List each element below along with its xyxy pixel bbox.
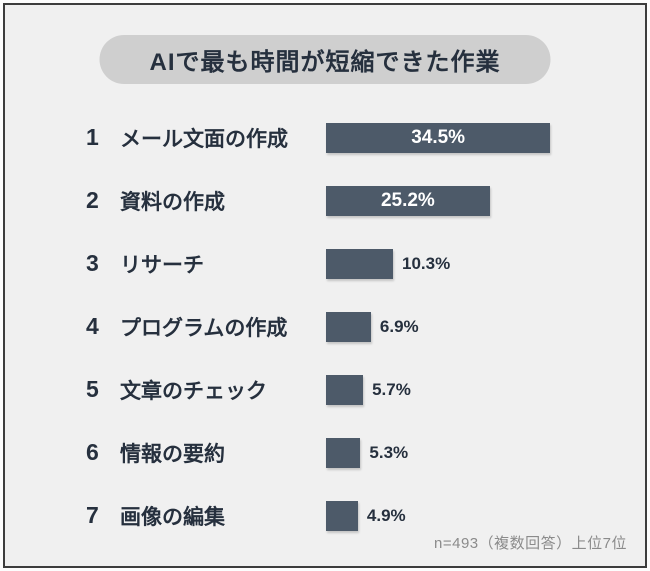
- value-bar: 25.2%: [326, 185, 490, 216]
- value-label: 4.9%: [366, 505, 406, 525]
- rank-number: 4: [86, 313, 99, 339]
- value-bar: [326, 311, 371, 342]
- bar-wrap: 25.2%: [326, 185, 490, 216]
- bar-wrap: 4.9%: [326, 500, 406, 531]
- chart-row: 1 メール文面の作成 34.5%: [5, 106, 645, 169]
- bar-wrap: 6.9%: [326, 311, 419, 342]
- value-bar: [326, 437, 361, 468]
- rank-number: 1: [86, 124, 99, 150]
- category-label: メール文面の作成: [120, 127, 288, 151]
- category-label: 情報の要約: [120, 442, 225, 466]
- category-label: リサーチ: [120, 253, 204, 277]
- chart-row: 6 情報の要約 5.3%: [5, 421, 645, 484]
- chart-title-pill: AIで最も時間が短縮できた作業: [99, 35, 551, 84]
- value-bar: [326, 500, 358, 531]
- chart-rows: 1 メール文面の作成 34.5% 2 資料の作成 25.2% 3 リサーチ 10.3% 4 プログラ…: [5, 106, 645, 547]
- bar-wrap: 34.5%: [326, 122, 551, 153]
- rank-number: 2: [86, 187, 99, 213]
- chart-card-frame: AIで最も時間が短縮できた作業 1 メール文面の作成 34.5% 2 資料の作成 25.2…: [3, 3, 647, 568]
- rank-number: 5: [86, 376, 99, 402]
- chart-title: AIで最も時間が短縮できた作業: [149, 49, 501, 76]
- value-bar: [326, 374, 364, 405]
- category-label: 画像の編集: [120, 505, 225, 529]
- category-label: 文章のチェック: [120, 379, 267, 403]
- rank-number: 3: [86, 250, 99, 276]
- sample-note: n=493（複数回答）上位7位: [434, 535, 627, 552]
- bar-wrap: 10.3%: [326, 248, 451, 279]
- value-label: 5.3%: [369, 442, 409, 462]
- bar-wrap: 5.7%: [326, 374, 411, 405]
- value-label: 25.2%: [380, 189, 435, 211]
- value-label: 34.5%: [411, 126, 466, 148]
- category-label: 資料の作成: [120, 190, 225, 214]
- chart-row: 3 リサーチ 10.3%: [5, 232, 645, 295]
- chart-row: 2 資料の作成 25.2%: [5, 169, 645, 232]
- chart-row: 7 画像の編集 4.9%: [5, 484, 645, 547]
- value-bar: 34.5%: [326, 122, 551, 153]
- chart-row: 4 プログラムの作成 6.9%: [5, 295, 645, 358]
- value-label: 10.3%: [402, 253, 451, 273]
- category-label: プログラムの作成: [120, 316, 288, 340]
- bar-wrap: 5.3%: [326, 437, 409, 468]
- value-label: 5.7%: [372, 379, 411, 399]
- value-bar: [326, 248, 393, 279]
- rank-number: 6: [86, 439, 99, 465]
- rank-number: 7: [86, 502, 99, 528]
- chart-row: 5 文章のチェック 5.7%: [5, 358, 645, 421]
- value-label: 6.9%: [379, 316, 419, 336]
